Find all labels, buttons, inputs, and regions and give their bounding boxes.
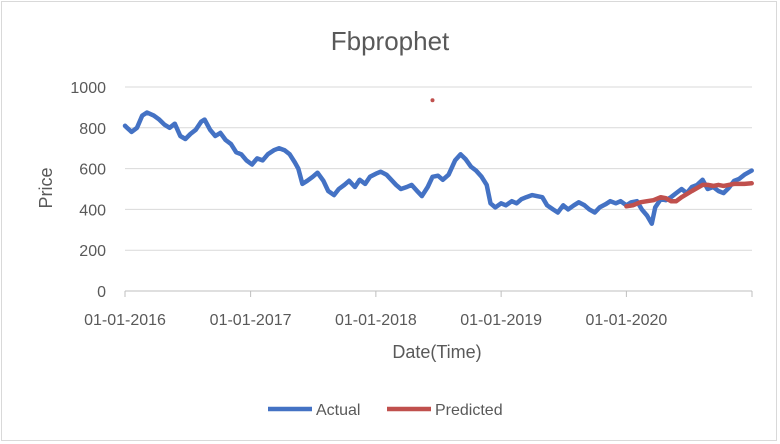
x-axis-label: Date(Time) xyxy=(392,342,481,362)
y-tick-label: 600 xyxy=(79,162,106,179)
x-tick-label: 01-01-2016 xyxy=(84,312,166,329)
grid-lines xyxy=(124,86,753,297)
y-tick-label: 400 xyxy=(79,202,106,219)
x-tick-label: 01-01-2017 xyxy=(210,312,292,329)
y-tick-labels: 0 200 400 600 800 1000 xyxy=(70,80,106,301)
x-tick-labels: 01-01-2016 01-01-2017 01-01-2018 01-01-2019… xyxy=(84,312,667,329)
x-tick-label: 01-01-2020 xyxy=(585,312,667,329)
y-tick-label: 0 xyxy=(97,284,106,301)
y-tick-label: 1000 xyxy=(70,80,106,97)
legend-label-predicted: Predicted xyxy=(435,402,503,419)
legend: Actual Predicted xyxy=(268,402,503,419)
y-tick-label: 200 xyxy=(79,243,106,260)
y-axis-label: Price xyxy=(36,167,56,208)
x-tick-label: 01-01-2018 xyxy=(335,312,417,329)
chart-title: Fbprophet xyxy=(331,26,450,56)
series-group xyxy=(122,98,754,226)
legend-label-actual: Actual xyxy=(316,402,360,419)
series-line-predicted xyxy=(624,181,754,209)
x-tick-label: 01-01-2019 xyxy=(460,312,542,329)
y-tick-label: 800 xyxy=(79,121,106,138)
outlier-point xyxy=(430,98,435,103)
series-line-actual xyxy=(122,110,754,226)
